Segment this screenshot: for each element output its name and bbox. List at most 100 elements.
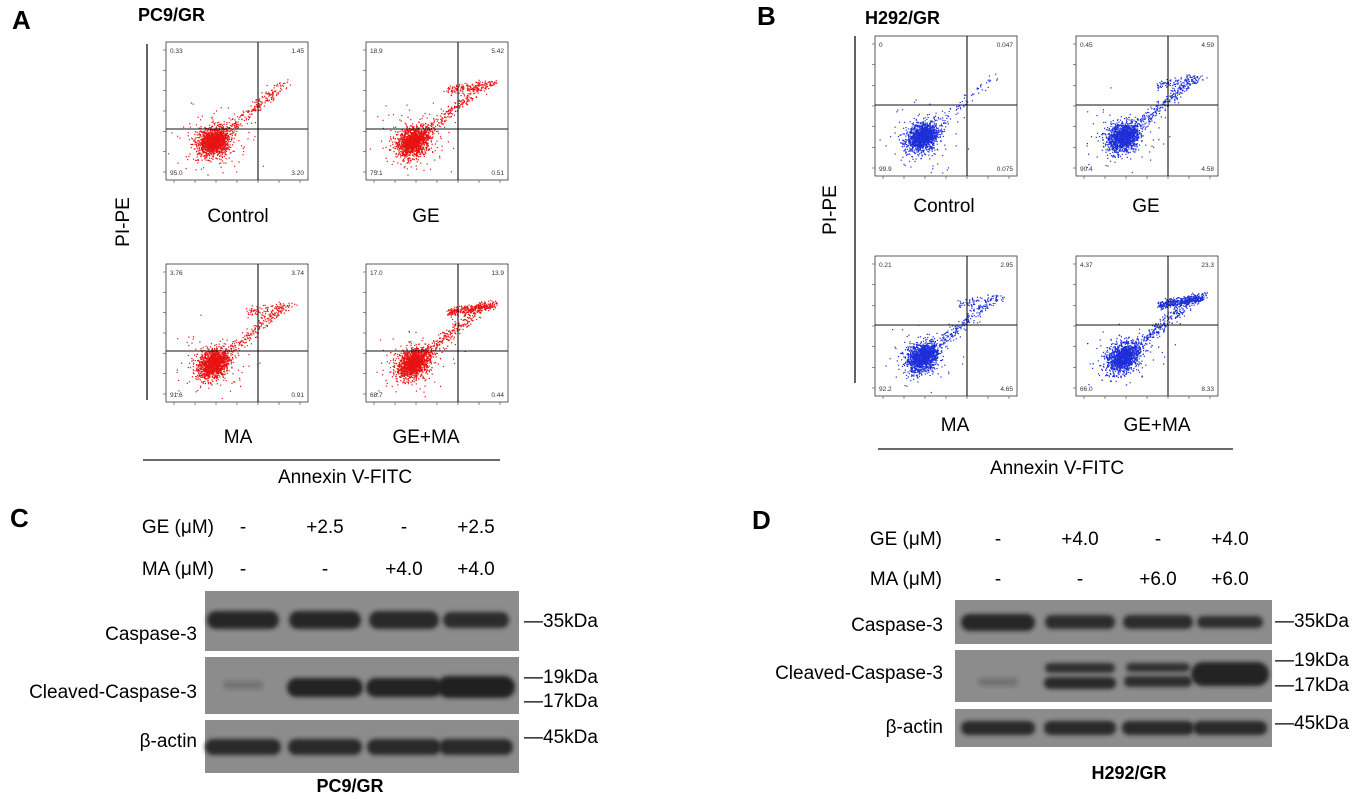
treatment-value: +2.5 <box>306 517 344 538</box>
panel-d: D GE (μM) - +4.0 - +4.0 MA (μM) - - +6.0 +6.0 Caspa… <box>752 505 1349 783</box>
dot-cloud <box>1086 74 1208 174</box>
band <box>1044 677 1116 689</box>
band <box>439 739 513 755</box>
condition-label: GE <box>1132 196 1159 217</box>
treatment-value: - <box>995 529 1001 550</box>
band <box>1045 663 1115 673</box>
plot-frame <box>165 41 309 181</box>
protein-label: Cleaved-Caspase-3 <box>29 682 197 703</box>
band <box>1193 721 1267 735</box>
quadrant-lr-value: 0.51 <box>491 170 504 177</box>
treatment-value: +4.0 <box>1211 529 1249 550</box>
blot-beta-actin: β-actin —45kDa <box>140 720 598 773</box>
quadrant-ur-value: 4.59 <box>1201 42 1214 49</box>
plot-frame <box>1075 255 1219 397</box>
quadrant-ul-value: 0.45 <box>1080 42 1093 49</box>
dot-cloud <box>885 294 1005 394</box>
quadrant-ur-value: 3.74 <box>291 270 304 277</box>
quadrant-ur-value: 5.42 <box>491 48 504 55</box>
dot-cloud <box>176 301 298 400</box>
quadrant-ul-value: 0.21 <box>879 262 892 269</box>
quadrant-ur-value: 23.3 <box>1201 262 1214 269</box>
panel-cell-line: H292/GR <box>1091 763 1166 783</box>
quadrant-lr-value: 0.91 <box>291 392 304 399</box>
band <box>1126 663 1190 672</box>
condition-label: GE <box>412 206 439 227</box>
flow-plot: 0.21 2.95 92.2 4.65 <box>872 255 1018 399</box>
dot-cloud <box>167 79 292 176</box>
kda-marker: —45kDa <box>1275 713 1349 734</box>
quadrant-ul-value: 4.37 <box>1080 262 1093 269</box>
kda-marker: —19kDa <box>524 667 598 688</box>
treatment-value: +4.0 <box>1061 529 1099 550</box>
band <box>289 611 361 629</box>
panel-cell-line: H292/GR <box>865 8 940 28</box>
quadrant-ur-value: 1.45 <box>291 48 304 55</box>
quadrant-ul-value: 17.0 <box>370 270 383 277</box>
quadrant-ul-value: 3.76 <box>170 270 183 277</box>
treatment-value: +6.0 <box>1139 569 1177 590</box>
treatment-value: +2.5 <box>457 517 495 538</box>
band <box>1044 721 1116 735</box>
panel-c: C GE (μM) - +2.5 - +2.5 MA (μM) - - +4.0 +4.0 Caspa… <box>10 503 598 796</box>
treatment-value: +4.0 <box>457 559 495 580</box>
kda-marker: —45kDa <box>524 727 598 748</box>
flow-plot: 18.9 5.42 75.1 0.51 <box>363 41 509 183</box>
protein-label: β-actin <box>886 717 943 738</box>
quadrant-lr-value: 4.65 <box>1000 386 1013 393</box>
band <box>367 739 441 755</box>
band <box>437 676 515 698</box>
plot-frame <box>874 255 1018 397</box>
plot-frame <box>874 35 1018 177</box>
treatment-value: - <box>240 559 246 580</box>
treatment-value: - <box>1077 569 1083 590</box>
protein-label: Cleaved-Caspase-3 <box>775 663 943 684</box>
treatment-label: GE (μM) <box>142 517 214 538</box>
treatment-label: GE (μM) <box>870 529 942 550</box>
quadrant-ll-value: 75.1 <box>370 170 383 177</box>
band <box>1197 616 1263 628</box>
band <box>1045 615 1115 629</box>
quadrant-ul-value: 18.9 <box>370 48 383 55</box>
protein-label: Caspase-3 <box>105 624 197 645</box>
treatment-value: - <box>995 569 1001 590</box>
band <box>366 678 442 697</box>
flow-plot: 0.45 4.59 90.4 4.58 <box>1073 35 1219 179</box>
dot-cloud <box>1087 292 1208 386</box>
condition-label: MA <box>224 427 253 448</box>
flow-plot: 4.37 23.3 66.0 8.33 <box>1073 255 1219 399</box>
condition-label: Control <box>913 196 974 217</box>
flow-plot: 0.33 1.45 95.0 3.20 <box>163 41 309 183</box>
dot-cloud <box>369 79 498 176</box>
kda-marker: —19kDa <box>1275 650 1349 671</box>
band <box>223 681 263 689</box>
blot-beta-actin: β-actin —45kDa <box>886 709 1349 747</box>
x-axis-title: Annexin V-FITC <box>278 467 412 488</box>
plot-frame <box>1075 35 1219 177</box>
treatment-value: - <box>322 559 328 580</box>
treatment-label: MA (μM) <box>142 559 214 580</box>
x-axis-title: Annexin V-FITC <box>990 458 1124 479</box>
band <box>369 611 439 629</box>
band <box>287 678 363 697</box>
treatment-value: +6.0 <box>1211 569 1249 590</box>
quadrant-ll-value: 92.2 <box>879 386 892 393</box>
quadrant-ll-value: 91.6 <box>170 392 183 399</box>
condition-label: GE+MA <box>392 427 459 448</box>
kda-marker: —17kDa <box>1275 675 1349 696</box>
band <box>1123 615 1193 629</box>
panel-letter: C <box>10 503 29 533</box>
condition-label: GE+MA <box>1123 415 1190 436</box>
kda-marker: —17kDa <box>524 691 598 712</box>
treatment-value: +4.0 <box>385 559 423 580</box>
blot-cleaved-caspase-3: Cleaved-Caspase-3 —19kDa —17kDa <box>29 657 598 714</box>
treatment-value: - <box>401 517 407 538</box>
quadrant-ur-value: 13.9 <box>491 270 504 277</box>
flow-plot: 0 0.047 99.9 0.075 <box>872 35 1018 179</box>
treatment-value: - <box>1155 529 1161 550</box>
quadrant-lr-value: 0.44 <box>491 392 504 399</box>
quadrant-lr-value: 0.075 <box>997 166 1014 173</box>
band <box>1124 676 1192 687</box>
protein-label: β-actin <box>140 731 197 752</box>
